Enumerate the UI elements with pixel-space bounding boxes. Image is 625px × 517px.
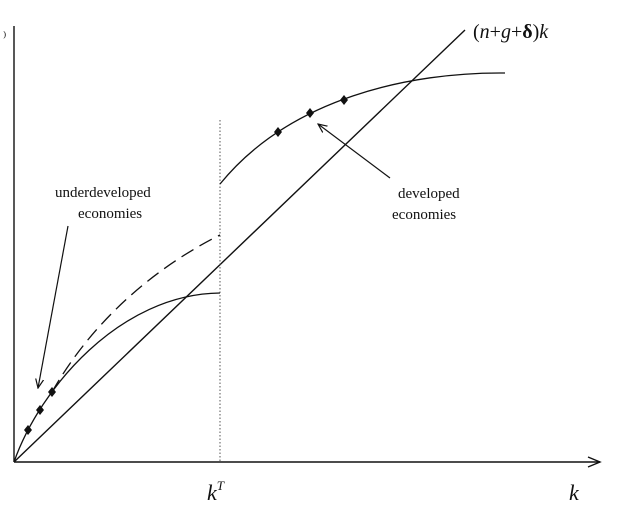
plus-sign: + <box>511 21 522 43</box>
underdeveloped-label: economies <box>78 206 142 222</box>
y-axis-mark: ⁾ <box>3 31 6 46</box>
var-g: g <box>501 21 511 43</box>
paren-close: ) <box>533 21 540 43</box>
break-even-investment-line <box>13 29 466 463</box>
developed-economy-marker <box>274 127 282 137</box>
x-axis-arrowhead <box>587 456 602 468</box>
upper-production-curve <box>219 72 506 185</box>
underdeveloped-economy-marker <box>36 405 44 415</box>
underdeveloped-economy-marker <box>48 387 56 397</box>
developed-economy-marker <box>340 95 348 105</box>
break-even-line-label: (n+g+δ)k <box>473 21 549 43</box>
lower-production-curve <box>13 292 221 463</box>
var-n: n <box>480 21 490 43</box>
developed-label: economies <box>392 207 456 223</box>
plus-sign: + <box>490 21 501 43</box>
var-k: k <box>539 21 549 43</box>
threshold-label: kT <box>207 478 225 505</box>
underdeveloped-economy-marker <box>24 425 32 435</box>
dashed-higher-technology-curve <box>51 234 221 393</box>
paren-open: ( <box>473 21 480 43</box>
developed-economy-marker <box>306 108 314 118</box>
x-axis-label: k <box>569 480 580 505</box>
developed-arrow <box>318 124 391 179</box>
var-delta: δ <box>522 21 532 43</box>
underdeveloped-arrow <box>38 225 69 388</box>
underdeveloped-label: underdeveloped <box>55 185 151 201</box>
developed-label: developed <box>398 186 460 202</box>
